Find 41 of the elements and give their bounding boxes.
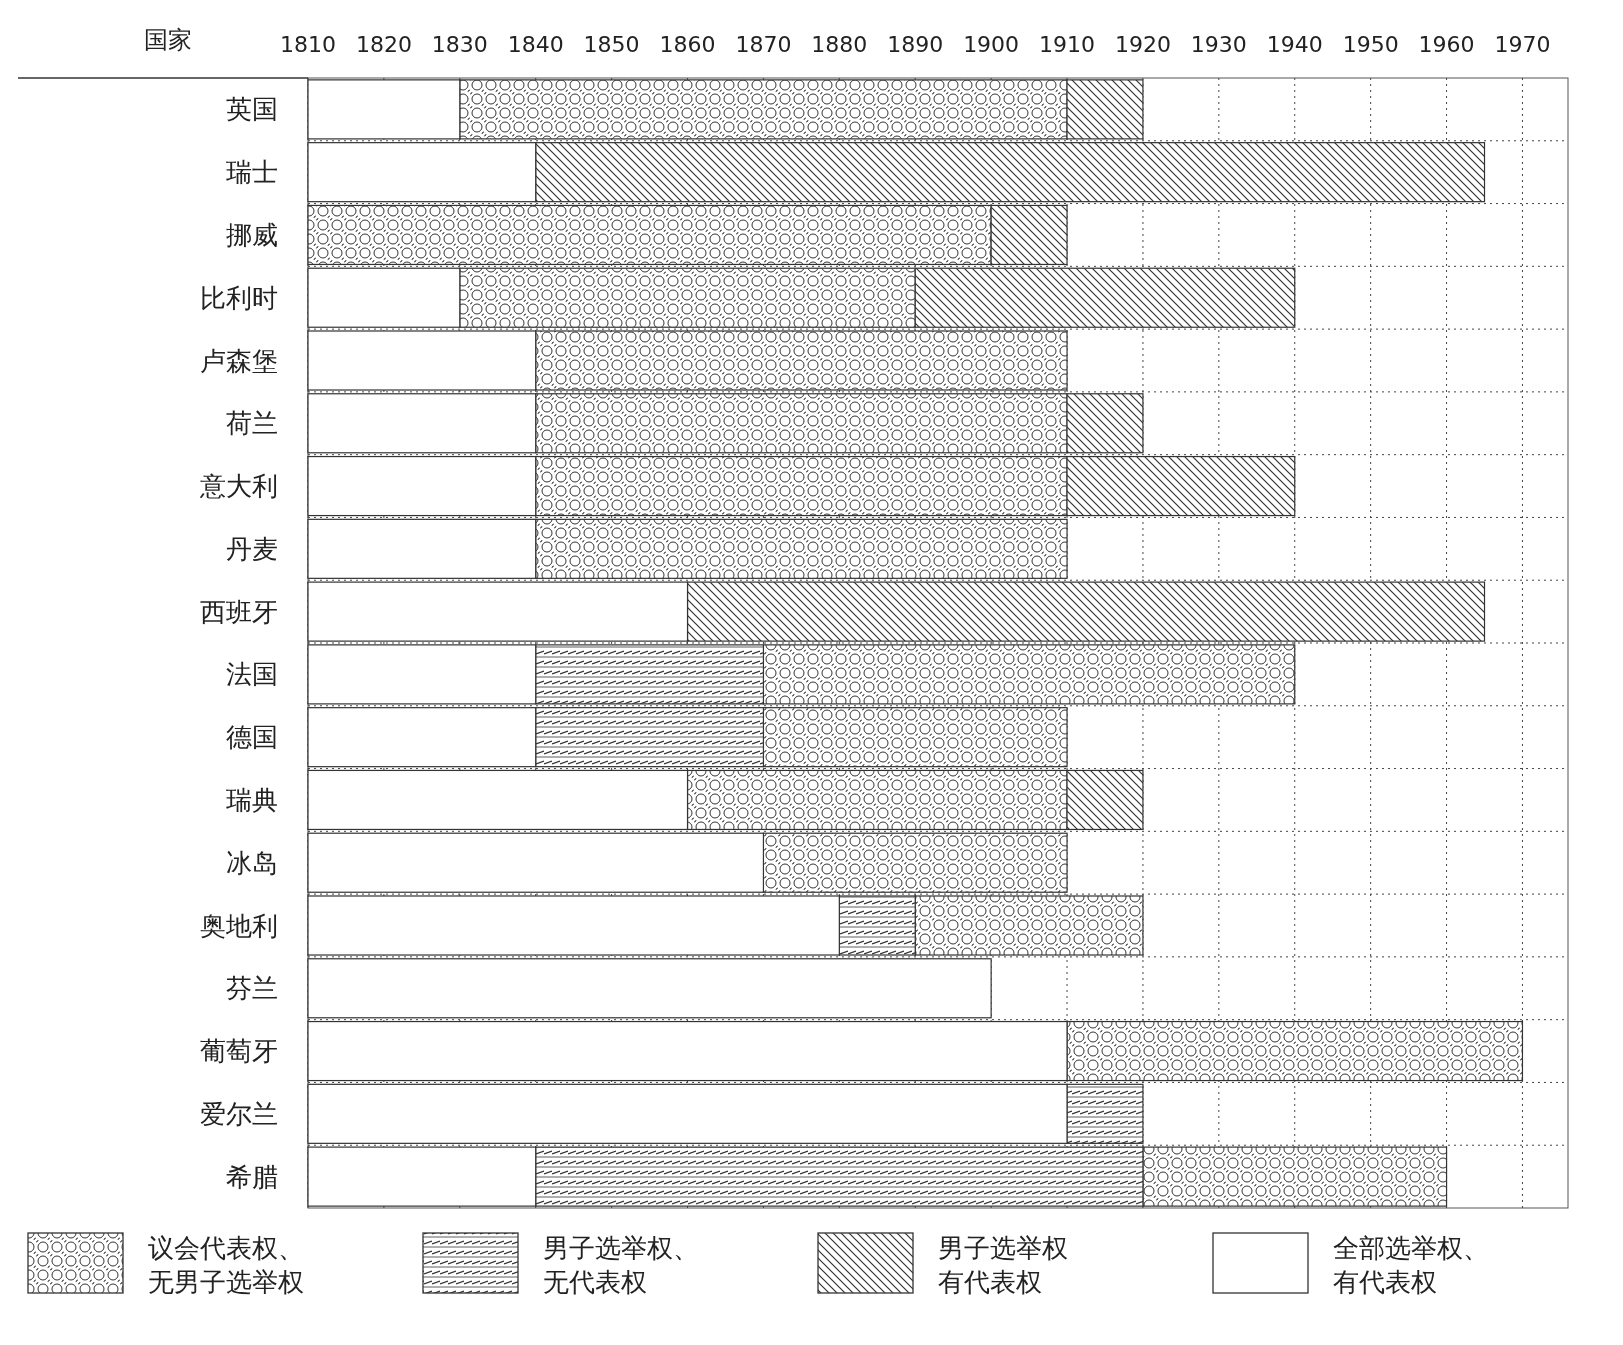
y-tick-label: 丹麦 [226,533,278,564]
x-tick-label: 1920 [1114,32,1171,57]
y-tick-label: 西班牙 [200,596,278,627]
y-tick-label: 卢森堡 [200,345,278,376]
x-tick-label: 1820 [355,32,412,57]
x-tick-label: 1840 [507,32,564,57]
legend-label: 全部选举权、有代表权 [1333,1233,1489,1297]
x-tick-label: 1970 [1494,32,1551,57]
y-tick-label: 希腊 [226,1161,278,1192]
x-tick-label: 1950 [1342,32,1399,57]
x-tick-label: 1900 [963,32,1020,57]
y-tick-label: 爱尔兰 [200,1098,278,1129]
y-tick-label: 荷兰 [226,408,278,439]
y-tick-label: 英国 [226,94,278,125]
x-tick-label: 1960 [1418,32,1475,57]
legend-label: 男子选举权、无代表权 [543,1233,699,1297]
y-tick-label: 法国 [226,659,278,690]
y-tick-label: 葡萄牙 [200,1036,278,1067]
bar [307,958,992,1019]
y-axis-title: 国家 [144,26,192,54]
y-tick-label: 瑞典 [226,784,278,815]
y-tick-label: 冰岛 [226,847,278,878]
x-tick-label: 1890 [887,32,944,57]
y-tick-label: 比利时 [200,282,278,313]
x-tick-label: 1880 [811,32,868,57]
legend-label: 议会代表权、无男子选举权 [148,1233,304,1297]
y-tick-label: 瑞士 [226,157,278,188]
y-tick-label: 德国 [226,722,278,753]
y-tick-label: 挪威 [226,219,278,250]
x-tick-label: 1940 [1266,32,1323,57]
x-tick-label: 1870 [735,32,792,57]
legend-label: 男子选举权有代表权 [938,1233,1068,1297]
x-tick-label: 1930 [1190,32,1247,57]
y-tick-label: 意大利 [199,471,278,502]
x-tick-label: 1830 [431,32,488,57]
x-tick-label: 1850 [583,32,640,57]
y-tick-label: 奥地利 [200,910,278,941]
x-tick-label: 1810 [280,32,336,57]
x-tick-label: 1910 [1039,32,1096,57]
y-tick-label: 芬兰 [226,973,278,1004]
x-tick-label: 1860 [659,32,716,57]
